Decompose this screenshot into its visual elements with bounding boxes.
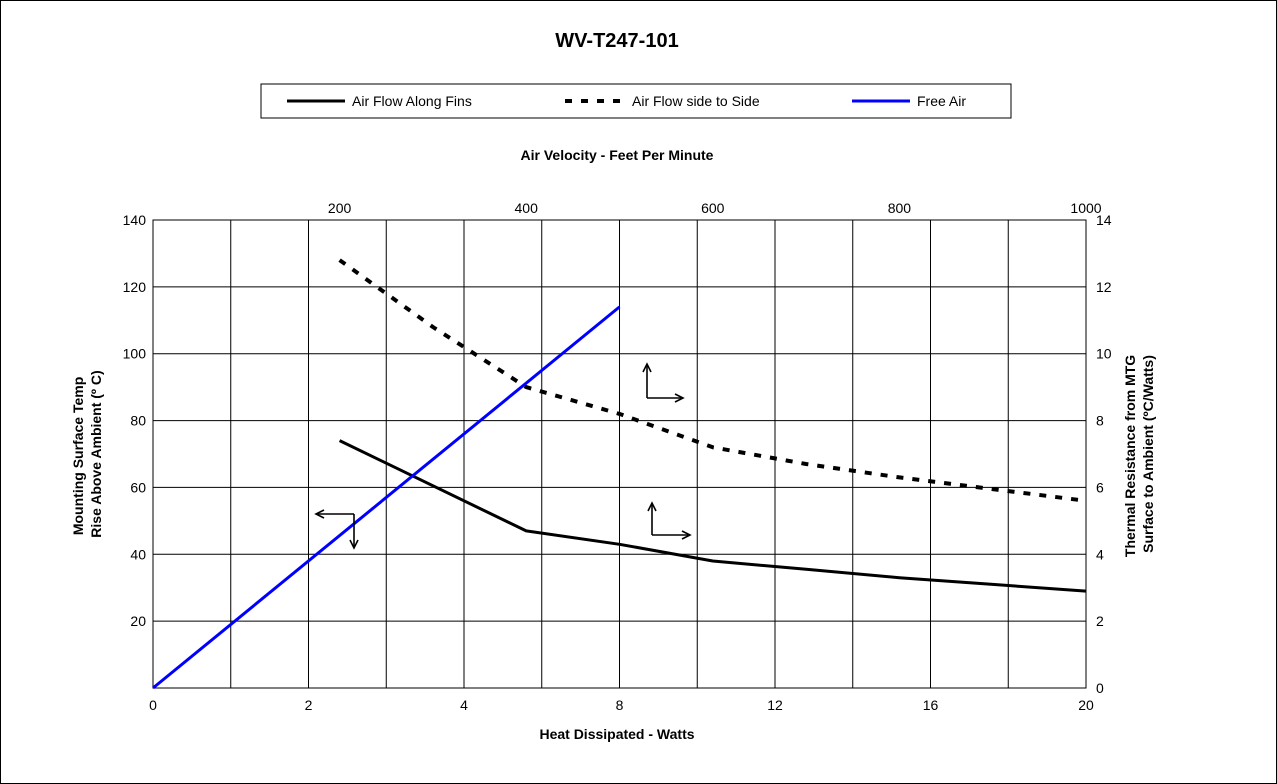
y-axis-right-title-line2: Surface to Ambient (ºC/Watts): [1140, 355, 1156, 553]
x-top-tick-label: 1000: [1070, 200, 1101, 216]
y-right-tick-label: 6: [1096, 479, 1104, 495]
y-left-tick-label: 140: [123, 212, 147, 228]
axis-indicator-free-air: [314, 509, 359, 550]
x-bottom-tick-label: 12: [767, 697, 783, 713]
y-right-tick-label: 4: [1096, 546, 1104, 562]
series-line-air-flow-along-fins: [338, 439, 1087, 593]
x-bottom-tick-label: 8: [616, 697, 624, 713]
y-right-tick-label: 8: [1096, 413, 1104, 429]
legend-label-fins: Air Flow Along Fins: [352, 93, 472, 109]
x-bottom-tick-label: 16: [923, 697, 939, 713]
y-left-tick-label: 60: [130, 479, 146, 495]
x-axis-bottom-title: Heat Dissipated - Watts: [539, 726, 694, 742]
y-left-tick-label: 20: [130, 613, 146, 629]
y-right-tick-label: 0: [1096, 680, 1104, 696]
x-bottom-tick-label: 4: [460, 697, 468, 713]
y-left-tick-label: 40: [130, 546, 146, 562]
axis-indicator-side-to-side: [642, 362, 685, 403]
y-right-tick-label: 14: [1096, 212, 1112, 228]
series-line-free-air: [152, 305, 621, 690]
x-top-tick-label: 400: [515, 200, 539, 216]
y-left-tick-label: 100: [123, 346, 147, 362]
y-axis-right-title: Thermal Resistance from MTG Surface to A…: [1122, 351, 1156, 557]
x-bottom-tick-label: 2: [305, 697, 313, 713]
x-top-tick-label: 800: [888, 200, 912, 216]
x-bottom-tick-label: 20: [1078, 697, 1094, 713]
axis-indicators: [314, 362, 692, 550]
y-axis-left-title-line2: Rise Above Ambient (º C): [88, 370, 104, 537]
y-right-tick-label: 10: [1096, 346, 1112, 362]
legend-label-free: Free Air: [917, 93, 966, 109]
legend: Air Flow Along Fins Air Flow side to Sid…: [260, 83, 1012, 119]
y-right-tick-label: 2: [1096, 613, 1104, 629]
x-top-tick-label: 600: [701, 200, 725, 216]
series-layer: [152, 258, 1087, 690]
series-line-air-flow-side-to-side: [338, 258, 1087, 503]
y-right-tick-label: 12: [1096, 279, 1112, 295]
grid: [152, 219, 1087, 689]
legend-label-side: Air Flow side to Side: [632, 93, 760, 109]
y-left-tick-label: 80: [130, 413, 146, 429]
y-axis-left-title: Mounting Surface Temp Rise Above Ambient…: [70, 370, 104, 537]
y-left-tick-label: 120: [123, 279, 147, 295]
axis-indicator-along-fins: [647, 501, 692, 540]
x-axis-top-title: Air Velocity - Feet Per Minute: [521, 147, 714, 163]
x-bottom-tick-label: 0: [149, 697, 157, 713]
y-axis-right-title-line1: Thermal Resistance from MTG: [1122, 355, 1138, 557]
x-top-tick-label: 200: [328, 200, 352, 216]
chart-title: WV-T247-101: [555, 30, 678, 52]
y-axis-left-title-line1: Mounting Surface Temp: [70, 377, 86, 535]
